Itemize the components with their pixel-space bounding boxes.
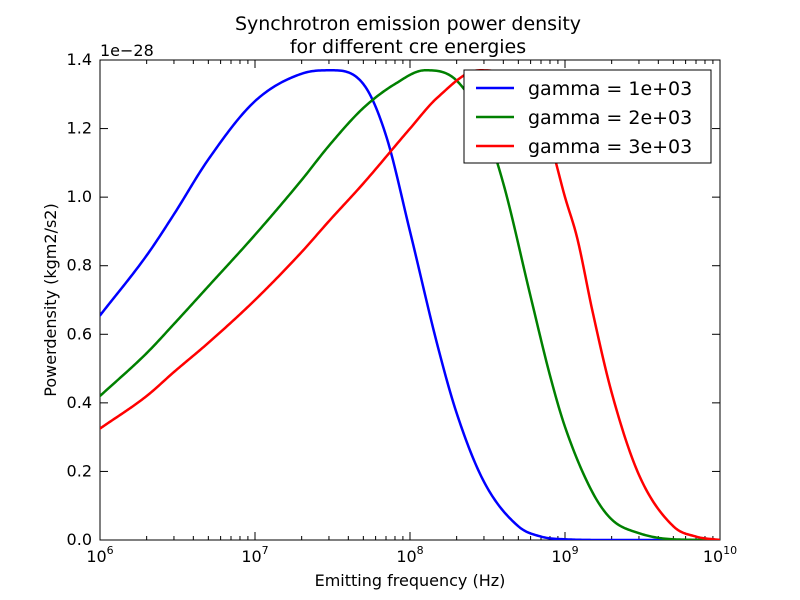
x-tick-label: 108 — [396, 544, 423, 566]
legend-label-3: gamma = 3e+03 — [528, 136, 692, 158]
y-tick-label: 1.4 — [67, 50, 92, 69]
y-tick-label: 1.0 — [67, 187, 92, 206]
chart-title-line2: for different cre energies — [290, 36, 526, 58]
series-line-1 — [100, 69, 720, 540]
y-tick-label: 0.6 — [67, 324, 92, 343]
series-lines — [100, 69, 720, 540]
y-tick-label: 0.8 — [67, 256, 92, 275]
y-offset-label: 1e−28 — [100, 41, 154, 60]
x-tick-label: 107 — [241, 544, 268, 566]
legend: gamma = 1e+03 gamma = 2e+03 gamma = 3e+03 — [463, 69, 712, 164]
axes-ticks: 106 107 108 109 1010 0.0 0.2 0.4 0.6 0.8 1.0 1.2 1.4 — [67, 50, 738, 566]
x-axis-title: Emitting frequency (Hz) — [315, 571, 506, 590]
x-tick-label: 1010 — [703, 544, 737, 566]
y-tick-label: 1.2 — [67, 119, 92, 138]
y-tick-label: 0.0 — [67, 530, 92, 549]
legend-label-1: gamma = 1e+03 — [528, 78, 692, 100]
y-tick-label: 0.2 — [67, 461, 92, 480]
legend-label-2: gamma = 2e+03 — [528, 107, 692, 129]
series-line-3 — [100, 69, 720, 540]
x-tick-label: 106 — [86, 544, 113, 566]
x-tick-label: 109 — [551, 544, 578, 566]
y-tick-label: 0.4 — [67, 393, 92, 412]
series-line-2 — [100, 69, 720, 540]
chart-title-line1: Synchrotron emission power density — [235, 13, 581, 35]
y-axis-title: Powerdensity (kgm2/s2) — [41, 203, 60, 396]
